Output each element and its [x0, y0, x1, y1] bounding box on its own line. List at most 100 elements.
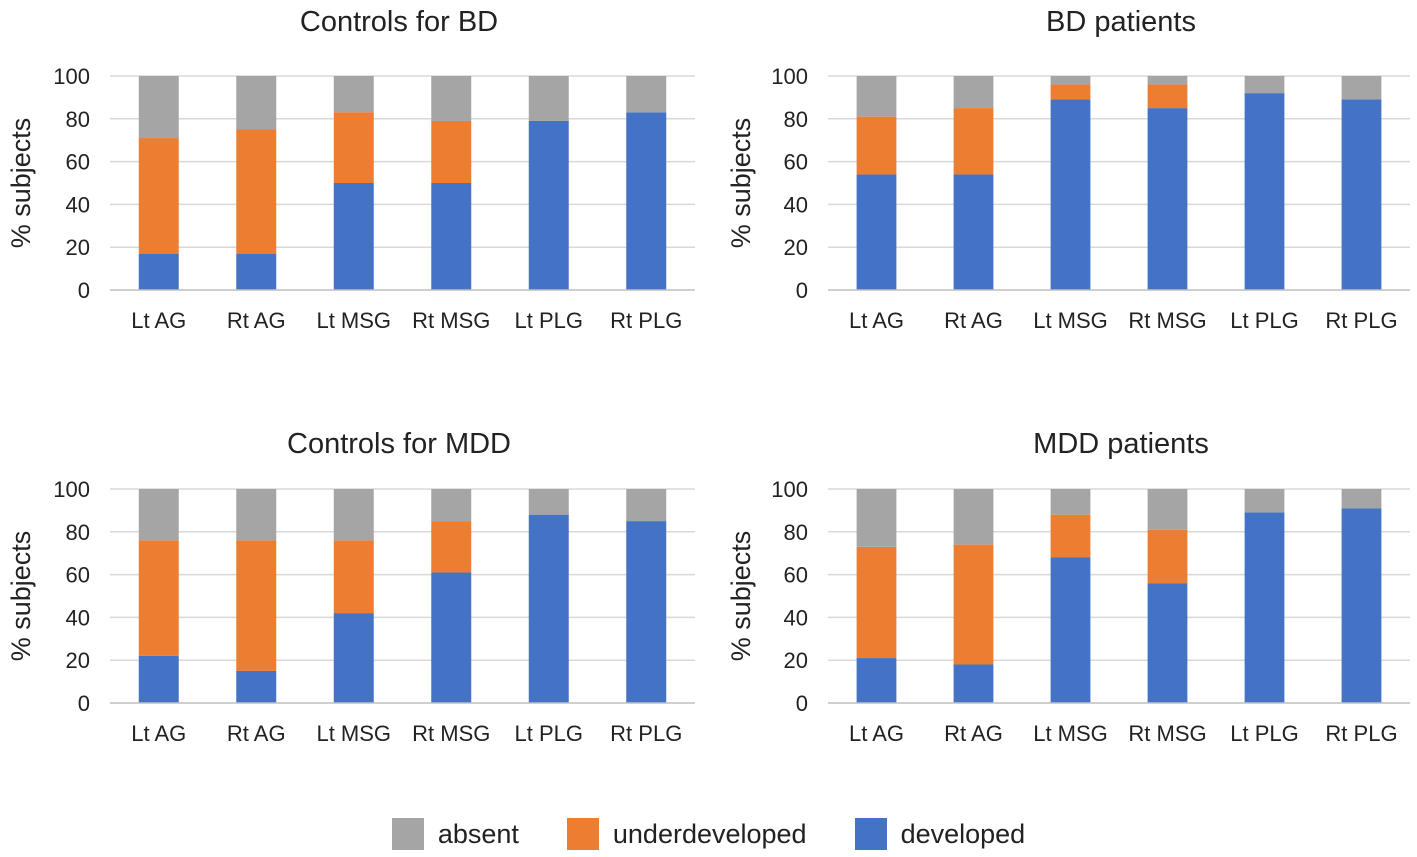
chart-mdd-patients: MDD patients % subjects 0 20 40 60 80 100 Lt AG R…: [726, 428, 1410, 746]
bar-segment-developed: [236, 670, 277, 703]
y-tick-label: 20: [66, 648, 90, 673]
bar-segment-developed: [1341, 99, 1382, 290]
y-tick-label: 0: [796, 278, 808, 303]
x-tick-label: Rt PLG: [1325, 308, 1397, 333]
bar-segment-developed: [333, 183, 374, 290]
y-axis-label: % subjects: [726, 118, 756, 249]
bar-segment-developed: [626, 521, 667, 703]
bar-segment-absent: [528, 489, 569, 515]
bar-segment-developed: [138, 655, 179, 703]
bar-segment-underdeveloped: [236, 540, 277, 671]
legend-item-absent: absent: [391, 818, 519, 850]
y-tick-label: 40: [784, 605, 808, 630]
bar-segment-underdeveloped: [431, 521, 472, 573]
bar-segment-absent: [953, 489, 994, 545]
bar-segment-developed: [626, 112, 667, 290]
x-tick-label: Lt MSG: [1033, 308, 1108, 333]
x-tick-label: Lt PLG: [515, 308, 583, 333]
bar-segment-absent: [1341, 76, 1382, 100]
x-tick-label: Lt MSG: [316, 308, 391, 333]
bar-segment-underdeveloped: [856, 546, 897, 659]
bar-segment-underdeveloped: [856, 116, 897, 175]
bar-segment-developed: [1244, 93, 1285, 291]
chart-bd-patients: BD patients % subjects 0 20 40 60 80 100 Lt AG Rt…: [726, 6, 1410, 333]
y-tick-label: 20: [784, 648, 808, 673]
bar-segment-underdeveloped: [333, 112, 374, 183]
y-tick-label: 60: [66, 563, 90, 588]
y-tick-label: 100: [771, 477, 808, 502]
y-tick-label: 100: [53, 477, 90, 502]
x-tick-label: Lt MSG: [316, 721, 391, 746]
x-tick-label: Lt PLG: [1230, 308, 1298, 333]
bar-segment-developed: [431, 183, 472, 290]
x-tick-label: Rt MSG: [1128, 721, 1206, 746]
y-tick-label: 20: [784, 235, 808, 260]
bar-segment-absent: [1050, 76, 1091, 85]
bar-segment-developed: [333, 613, 374, 703]
chart-title: BD patients: [1046, 6, 1196, 38]
y-axis-label: % subjects: [6, 531, 36, 662]
bar-segment-absent: [1147, 489, 1188, 530]
bar-segment-absent: [333, 489, 374, 541]
x-tick-label: Lt AG: [849, 721, 904, 746]
chart-controls-bd: Controls for BD % subjects 0 20 40 60 80 100 Lt …: [6, 6, 695, 333]
x-tick-label: Lt AG: [131, 721, 186, 746]
bar-segment-underdeveloped: [1147, 529, 1188, 584]
bar-segment-developed: [856, 658, 897, 703]
legend-item-developed: developed: [854, 818, 1025, 850]
bar-segment-absent: [626, 76, 667, 113]
x-tick-label: Lt MSG: [1033, 721, 1108, 746]
bar-segment-absent: [1341, 489, 1382, 509]
y-tick-label: 80: [784, 107, 808, 132]
x-tick-label: Rt PLG: [610, 308, 682, 333]
bar-segment-underdeveloped: [236, 129, 277, 254]
x-tick-label: Lt PLG: [515, 721, 583, 746]
bar-segment-underdeveloped: [138, 540, 179, 656]
y-tick-label: 60: [784, 563, 808, 588]
x-tick-label: Rt AG: [227, 721, 286, 746]
x-tick-label: Rt PLG: [610, 721, 682, 746]
legend: absent underdeveloped developed: [0, 812, 1417, 856]
bar-segment-developed: [953, 174, 994, 290]
bar-segment-developed: [431, 572, 472, 703]
bar-segment-absent: [236, 76, 277, 130]
y-axis-label: % subjects: [6, 118, 36, 249]
y-tick-label: 100: [771, 64, 808, 89]
chart-controls-mdd: Controls for MDD % subjects 0 20 40 60 80 100 Lt…: [6, 428, 695, 746]
bar-segment-developed: [236, 253, 277, 290]
bar-segment-underdeveloped: [953, 108, 994, 175]
bar-segment-underdeveloped: [1147, 84, 1188, 109]
x-tick-label: Rt AG: [944, 721, 1003, 746]
bar-segment-absent: [953, 76, 994, 109]
bar-segment-absent: [138, 489, 179, 541]
bar-segment-underdeveloped: [138, 138, 179, 254]
bar-segment-absent: [856, 489, 897, 547]
legend-swatch-absent: [391, 818, 424, 850]
bar-segment-developed: [953, 664, 994, 703]
y-tick-label: 40: [66, 605, 90, 630]
bar-segment-absent: [1147, 76, 1188, 85]
bar-segment-developed: [138, 253, 179, 290]
bar-segment-underdeveloped: [1050, 514, 1091, 558]
bar-segment-underdeveloped: [953, 544, 994, 665]
bar-segment-developed: [1147, 108, 1188, 290]
legend-label-underdeveloped: underdeveloped: [612, 818, 807, 849]
bar-segment-absent: [1050, 489, 1091, 515]
bar-segment-developed: [1050, 99, 1091, 290]
y-axis-label: % subjects: [726, 531, 756, 662]
x-tick-label: Lt AG: [849, 308, 904, 333]
bar-segment-absent: [528, 76, 569, 121]
y-tick-label: 40: [66, 192, 90, 217]
bar-segment-absent: [431, 76, 472, 121]
x-tick-label: Rt MSG: [412, 721, 490, 746]
bar-segment-developed: [1341, 508, 1382, 703]
bar-segment-underdeveloped: [333, 540, 374, 614]
bar-segment-developed: [856, 174, 897, 290]
legend-item-underdeveloped: underdeveloped: [566, 818, 807, 850]
x-tick-label: Rt AG: [944, 308, 1003, 333]
y-tick-label: 20: [66, 235, 90, 260]
bar-segment-absent: [236, 489, 277, 541]
bar-segment-absent: [333, 76, 374, 113]
x-tick-label: Rt AG: [227, 308, 286, 333]
chart-title: Controls for MDD: [287, 428, 511, 460]
